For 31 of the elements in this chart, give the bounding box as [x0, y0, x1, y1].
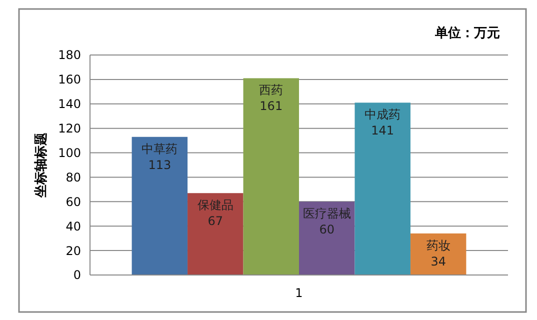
series-label: 医疗器械	[302, 206, 351, 221]
y-tick-label: 160	[58, 72, 81, 87]
y-axis-title: 坐标轴标题	[33, 132, 49, 198]
bar	[354, 102, 410, 275]
bar	[299, 202, 355, 275]
data-label: 60	[319, 222, 335, 237]
series-label: 药妆	[426, 238, 450, 252]
series-label: 西药	[259, 83, 284, 98]
x-tick-label: 1	[295, 286, 303, 300]
data-label: 113	[148, 158, 172, 172]
bar	[410, 233, 466, 275]
bar	[132, 136, 188, 275]
data-label: 141	[371, 124, 394, 138]
series-label: 中草药	[142, 142, 178, 156]
y-tick-label: 100	[58, 146, 81, 160]
y-tick-label: 40	[66, 219, 81, 234]
series-label: 保健品	[197, 198, 234, 212]
y-tick-label: 180	[58, 48, 81, 62]
y-tick-label: 140	[58, 97, 81, 112]
bar	[243, 78, 299, 275]
series-label: 中成药	[364, 108, 401, 122]
y-tick-label: 20	[66, 244, 81, 258]
bar	[188, 193, 244, 275]
y-tick-label: 60	[66, 194, 81, 209]
data-label: 161	[260, 99, 283, 114]
data-label: 34	[430, 254, 446, 268]
y-tick-label: 0	[73, 268, 81, 282]
text: 单位：万元	[434, 25, 500, 41]
data-label: 67	[208, 214, 224, 228]
y-tick-label: 120	[58, 122, 81, 136]
y-tick-label: 80	[66, 170, 81, 184]
